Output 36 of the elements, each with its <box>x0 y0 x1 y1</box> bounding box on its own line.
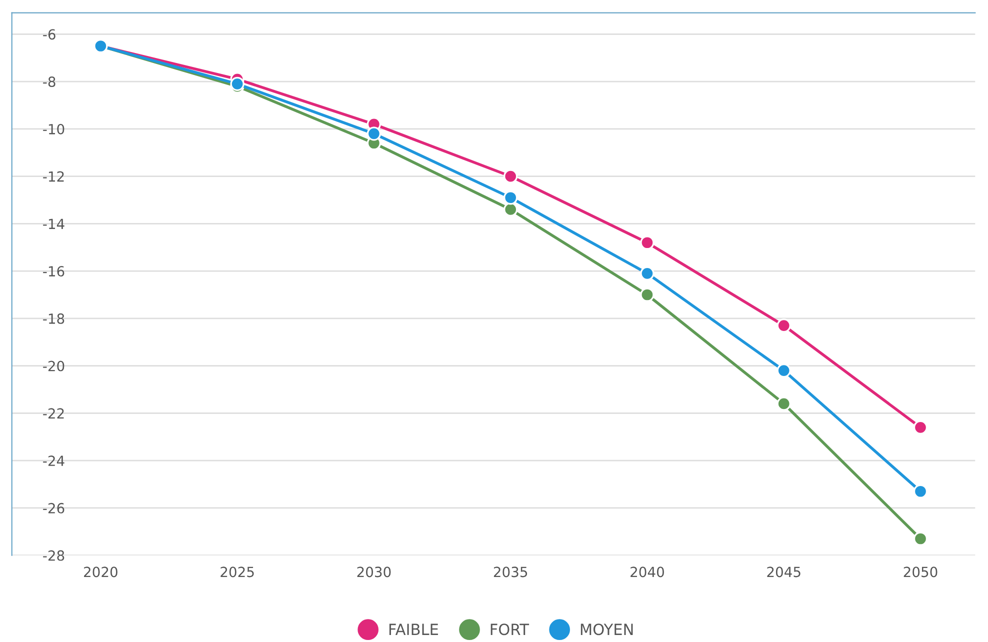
x-tick-label: 2045 <box>767 566 800 578</box>
y-tick-label: -24 <box>43 456 64 466</box>
point <box>776 363 791 378</box>
y-tick-label: -20 <box>43 360 64 372</box>
point <box>640 266 654 281</box>
y-tick-label: -14 <box>43 218 64 229</box>
point <box>640 288 654 302</box>
x-tick-label: 2035 <box>494 566 528 578</box>
legend-label: MOYEN <box>580 624 633 636</box>
y-tick-label: -12 <box>43 171 64 182</box>
y-tick-label: -18 <box>43 313 64 324</box>
y-tick-label: -16 <box>43 266 64 277</box>
x-tick-label: 2025 <box>220 566 254 578</box>
point <box>640 236 654 250</box>
y-tick-label: -28 <box>43 550 64 561</box>
x-tick-label: 2050 <box>904 566 938 578</box>
x-tick-label: 2040 <box>630 566 664 578</box>
point <box>913 484 928 498</box>
y-tick-label: -26 <box>43 502 64 514</box>
y-tick-label: -22 <box>43 408 64 418</box>
y-tick-label: -8 <box>43 76 56 88</box>
legend-label: FAIBLE <box>389 624 438 635</box>
point <box>504 190 518 205</box>
legend-label: FORT <box>490 624 530 636</box>
y-tick-label: -6 <box>43 29 56 40</box>
point <box>913 420 928 434</box>
point <box>504 169 518 184</box>
point <box>776 318 791 333</box>
y-tick-label: -10 <box>43 124 64 134</box>
point <box>366 126 382 141</box>
point <box>230 76 244 91</box>
point <box>776 396 791 411</box>
point <box>913 532 928 546</box>
x-tick-label: 2020 <box>84 566 118 578</box>
x-tick-label: 2030 <box>357 566 391 578</box>
point <box>504 202 518 217</box>
